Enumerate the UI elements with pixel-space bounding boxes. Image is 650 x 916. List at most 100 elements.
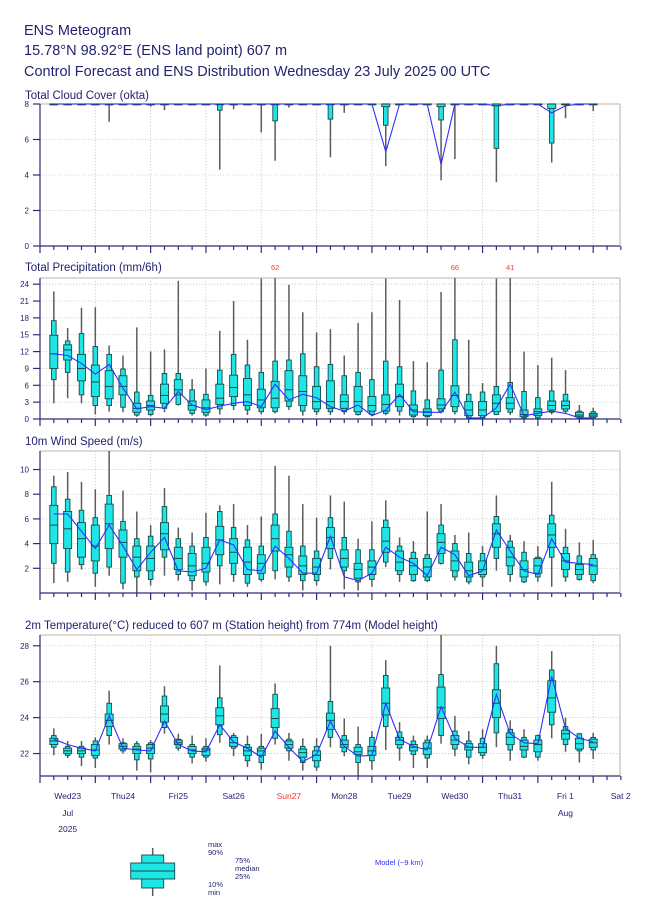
ensemble-box <box>229 103 239 110</box>
ensemble-box <box>478 383 488 419</box>
box-p10-p90 <box>272 103 278 122</box>
ensemble-box <box>339 718 349 757</box>
legend-model-label: Model (~9 km) <box>375 858 424 867</box>
ensemble-box <box>408 541 418 582</box>
box-p25-p75 <box>353 746 363 755</box>
ensemble-box <box>464 339 474 419</box>
ensemble-box <box>533 546 543 582</box>
box-p10-p90 <box>383 360 389 414</box>
ensemble-box <box>49 475 59 584</box>
ensemble-box <box>574 404 584 419</box>
box-p25-p75 <box>547 523 557 548</box>
ensemble-box <box>63 471 73 582</box>
cloud-chart: 0 2 4 6 8 <box>25 100 622 253</box>
day-label: Thu31 <box>498 791 522 801</box>
box-p10-p90 <box>521 391 527 419</box>
box-p25-p75 <box>242 546 252 575</box>
box-p25-p75 <box>450 385 460 408</box>
ensemble-box <box>588 732 598 759</box>
ensemble-box <box>187 532 197 591</box>
ensemble-box <box>104 345 114 412</box>
box-p10-p90 <box>383 103 389 126</box>
box-p25-p75 <box>353 562 363 579</box>
box-p25-p75 <box>353 385 363 413</box>
month-label-aug: Aug <box>558 808 573 818</box>
ensemble-box <box>436 103 446 181</box>
box-p25-p75 <box>505 732 515 746</box>
ensemble-box <box>90 489 100 587</box>
precip-chart: 0 3 6 9 12 15 18 21 24 62 66 41 <box>20 263 622 426</box>
box-p25-p75 <box>325 380 335 409</box>
box-p25-p75 <box>118 529 128 558</box>
ensemble-box <box>298 738 308 771</box>
ensemble-box <box>574 732 584 763</box>
ensemble-box <box>505 278 515 416</box>
ensemble-box <box>270 465 280 580</box>
box-p25-p75 <box>395 550 405 572</box>
box-p25-p75 <box>519 409 529 418</box>
box-p25-p75 <box>160 383 169 404</box>
control-forecast-line <box>53 353 594 419</box>
ensemble-box <box>77 740 86 767</box>
ensemble-box <box>561 528 570 582</box>
box-p25-p75 <box>63 344 73 361</box>
box-p25-p75 <box>201 399 211 413</box>
ensemble-box <box>533 365 543 419</box>
ensemble-box <box>312 332 322 416</box>
box-p25-p75 <box>519 739 529 751</box>
box-p10-p90 <box>410 390 417 418</box>
y-tick-label: 2 <box>25 207 30 216</box>
box-p25-p75 <box>270 380 280 409</box>
ensemble-box <box>505 534 515 582</box>
ensemble-box <box>49 291 59 404</box>
ensemble-box <box>588 407 598 419</box>
ensemble-box <box>132 511 142 593</box>
ensemble-box <box>491 103 501 183</box>
month-label-jul: Jul <box>62 808 73 818</box>
y-tick-label: 24 <box>20 280 29 289</box>
ensemble-box <box>201 512 211 586</box>
ensemble-box <box>395 299 405 416</box>
ensemble-box <box>160 103 169 111</box>
box-p25-p75 <box>381 527 391 553</box>
header: ENS Meteogram 15.78°N 98.92°E (ENS land … <box>24 23 490 80</box>
ensemble-box <box>104 451 114 576</box>
y-tick-label: 0 <box>25 242 30 251</box>
box-p25-p75 <box>561 400 570 410</box>
day-label: Thu24 <box>111 791 135 801</box>
day-label: Fri 1 <box>557 791 574 801</box>
y-tick-label: 18 <box>20 314 29 323</box>
ensemble-box <box>395 722 405 761</box>
box-p25-p75 <box>547 103 557 109</box>
ensemble-box <box>353 322 363 416</box>
ensemble-box <box>118 490 128 590</box>
ensemble-box <box>381 278 391 416</box>
day-label: Tue29 <box>388 791 412 801</box>
ensemble-box <box>547 651 557 739</box>
legend-boxplot-icon <box>130 848 176 896</box>
ensemble-box <box>132 740 142 771</box>
box-p10-p90 <box>424 399 430 418</box>
y-tick-label: 21 <box>20 297 29 306</box>
ensemble-box <box>381 500 391 568</box>
y-tick-label: 0 <box>25 415 30 424</box>
ensemble-box <box>588 539 598 584</box>
box-p25-p75 <box>325 527 335 549</box>
ensemble-box <box>312 517 322 586</box>
box-p25-p75 <box>63 511 73 549</box>
ensemble-box <box>229 732 239 757</box>
day-label: Sat26 <box>222 791 244 801</box>
ensemble-box <box>478 546 488 587</box>
ensemble-box <box>104 103 114 122</box>
y-tick-label: 6 <box>25 136 30 145</box>
legend-label-max: max <box>208 840 222 849</box>
box-p25-p75 <box>77 353 86 382</box>
box-p25-p75 <box>367 396 377 412</box>
y-tick-label: 2 <box>25 564 30 573</box>
control-forecast-line <box>53 103 594 165</box>
box-p25-p75 <box>574 411 584 418</box>
ensemble-box <box>464 532 474 585</box>
ensemble-box <box>90 737 100 768</box>
ensemble-box <box>173 280 183 406</box>
